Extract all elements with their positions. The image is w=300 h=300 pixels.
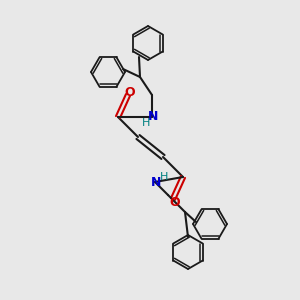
Text: N: N — [151, 176, 161, 188]
Text: N: N — [148, 110, 158, 122]
Text: O: O — [125, 85, 135, 98]
Text: H: H — [142, 118, 150, 128]
Text: H: H — [160, 172, 168, 182]
Text: O: O — [170, 196, 180, 208]
